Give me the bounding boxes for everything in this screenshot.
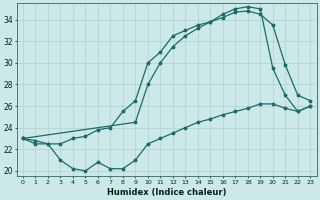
X-axis label: Humidex (Indice chaleur): Humidex (Indice chaleur) [107,188,226,197]
